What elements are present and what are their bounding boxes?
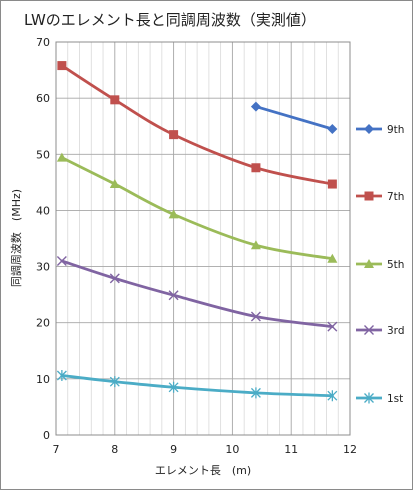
legend-label: 3rd	[387, 325, 404, 337]
data-point-1st	[250, 387, 261, 399]
data-point-7th	[57, 61, 67, 71]
y-tick-label: 40	[36, 204, 50, 217]
y-tick-label: 70	[36, 36, 50, 49]
x-tick-label: 9	[170, 443, 177, 456]
legend-label: 9th	[387, 124, 404, 136]
legend-swatch-marker	[364, 392, 374, 404]
legend-label: 7th	[387, 191, 404, 203]
series-9th	[250, 101, 338, 135]
legend-label: 1st	[387, 393, 403, 405]
y-tick-label: 10	[36, 373, 50, 386]
series-line-3rd	[60, 259, 334, 329]
series-line-9th	[254, 105, 334, 131]
data-point-9th	[250, 101, 261, 112]
x-tick-label: 12	[343, 443, 357, 456]
legend-item-3rd: 3rd	[356, 325, 404, 337]
data-point-1st	[109, 376, 120, 388]
data-point-5th	[109, 179, 120, 189]
data-point-9th	[327, 124, 338, 135]
data-point-7th	[251, 163, 261, 173]
chart-title: LWのエレメント長と同調周波数（実測値）	[24, 11, 316, 29]
series-1st	[56, 369, 338, 402]
data-point-7th	[327, 179, 337, 189]
y-tick-label: 50	[36, 148, 50, 161]
data-point-5th	[56, 152, 67, 162]
data-point-5th	[250, 240, 261, 250]
data-point-3rd	[168, 290, 179, 301]
data-point-3rd	[109, 273, 120, 284]
legend-item-7th: 7th	[356, 191, 404, 203]
series-3rd	[56, 255, 338, 332]
data-point-1st	[56, 369, 67, 381]
series-5th	[56, 152, 338, 263]
plot-area	[56, 42, 350, 435]
legend: 9th 7th 5th 3rd 1st	[356, 124, 404, 405]
legend-swatch-marker	[364, 124, 374, 134]
tick-labels: 7 8 9 10 11 12 0 10 20 30 40 50 60 70	[36, 36, 357, 456]
x-tick-label: 7	[53, 443, 60, 456]
y-tick-label: 20	[36, 317, 50, 330]
y-axis-label: 同調周波数 (MHz)	[9, 189, 23, 287]
legend-item-1st: 1st	[356, 392, 403, 405]
x-axis-label: エレメント長 (m)	[155, 464, 251, 477]
y-tick-label: 0	[43, 429, 50, 442]
data-series	[56, 61, 338, 402]
plot-border	[55, 41, 351, 436]
data-point-1st	[327, 390, 338, 402]
data-point-3rd	[56, 255, 67, 266]
legend-swatch-marker	[364, 191, 374, 201]
data-point-7th	[169, 130, 179, 140]
data-point-7th	[110, 95, 120, 105]
data-point-3rd	[327, 321, 338, 332]
y-tick-label: 30	[36, 261, 50, 274]
legend-swatch-marker	[364, 259, 374, 268]
data-point-5th	[327, 253, 338, 263]
legend-swatch-marker	[364, 325, 374, 335]
axes	[55, 41, 351, 436]
legend-item-5th: 5th	[356, 259, 404, 271]
x-tick-label: 8	[111, 443, 118, 456]
data-point-1st	[168, 381, 179, 393]
x-tick-label: 11	[284, 443, 298, 456]
series-line-1st	[60, 374, 334, 398]
data-point-3rd	[250, 311, 261, 322]
legend-item-9th: 9th	[356, 124, 404, 136]
y-tick-label: 60	[36, 92, 50, 105]
legend-label: 5th	[387, 259, 404, 271]
data-point-5th	[168, 209, 179, 219]
x-tick-label: 10	[225, 443, 239, 456]
series-7th	[57, 61, 337, 189]
